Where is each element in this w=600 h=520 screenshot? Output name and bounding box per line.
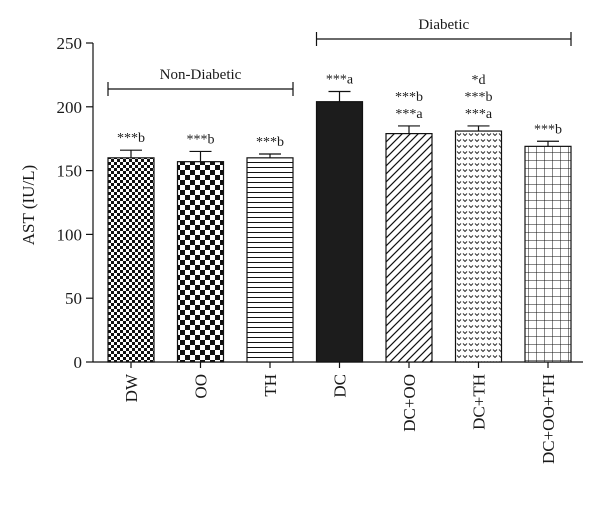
significance-label: ***b <box>395 90 423 105</box>
bar-dc-oo-th <box>524 145 572 363</box>
group-label: Non-Diabetic <box>160 67 242 83</box>
significance-label: ***a <box>465 107 493 122</box>
significance-label: ***a <box>326 72 354 87</box>
y-tick-label: 0 <box>74 353 83 372</box>
y-axis-label: AST (IU/L) <box>19 165 38 245</box>
axes: 0 50 100 150 200 250 DW OO TH DC DC+OO DC+TH DC+OO+T… <box>57 34 583 464</box>
y-tick-label: 100 <box>57 225 83 244</box>
y-tick-label: 150 <box>57 162 83 181</box>
significance-label: ***a <box>395 107 423 122</box>
x-tick-label: DC <box>331 374 350 398</box>
bar-oo <box>176 161 225 363</box>
y-tick-label: 200 <box>57 98 83 117</box>
significance-label: ***b <box>117 131 145 146</box>
significance-label: ***b <box>465 90 493 105</box>
significance-label: ***b <box>256 135 284 150</box>
group-label: Diabetic <box>418 17 469 33</box>
y-tick-label: 50 <box>65 289 82 308</box>
x-tick-label: OO <box>192 374 211 399</box>
x-tick-label: DC+OO+TH <box>539 374 558 464</box>
x-tick-label: DC+OO <box>400 374 419 432</box>
bar-th <box>246 157 294 363</box>
x-tick-label: TH <box>261 374 280 397</box>
x-tick-label: DW <box>122 373 141 402</box>
significance-label: ***b <box>187 132 215 147</box>
annotations-layer: ***b ***b ***b ***a ***b ***a *d ***b ***a ***b No… <box>107 17 572 150</box>
bar-dc-th <box>454 130 503 363</box>
bars-layer <box>107 90 572 363</box>
bar-dc <box>315 101 364 363</box>
bar-dw <box>107 157 155 363</box>
significance-label: *d <box>472 73 486 88</box>
y-tick-label: 250 <box>57 34 83 53</box>
x-tick-label: DC+TH <box>470 374 489 430</box>
bar-dc-oo <box>385 132 433 363</box>
significance-label: ***b <box>534 122 562 137</box>
